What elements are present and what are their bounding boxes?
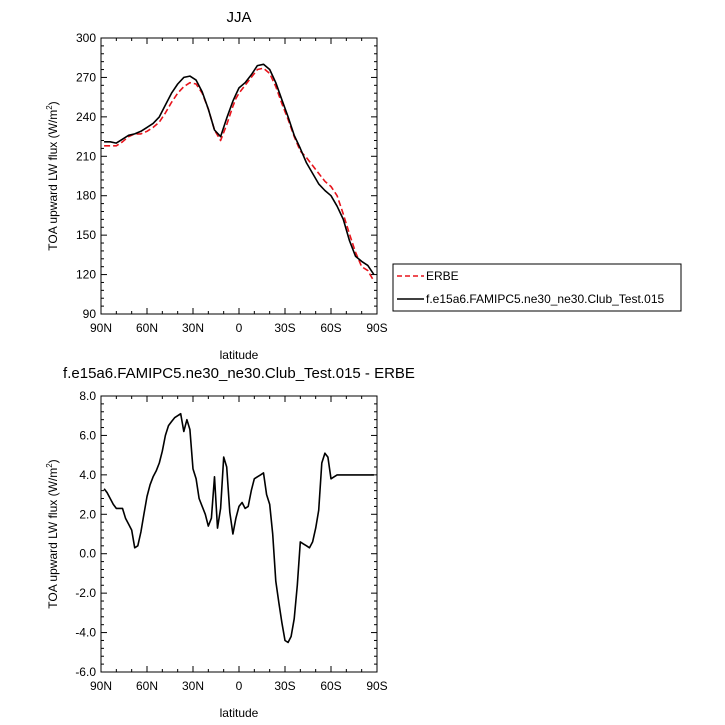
bottom-axis-ticks: 90N 60N 30N 0 30S 60S 90S -6.0 -4.0 -2.0 0.0 2.0 4.0… — [75, 389, 387, 693]
bottom-series-lines — [103, 412, 374, 644]
top-y-tick-label: 240 — [76, 110, 96, 124]
top-y-tick-label: 210 — [76, 149, 96, 163]
bottom-y-tick-label: -6.0 — [75, 665, 96, 679]
bottom-x-tick-label: 90S — [366, 679, 387, 693]
top-x-tick-label: 30S — [274, 321, 295, 335]
top-y-axis-label: TOA upward LW flux (W/m2) — [45, 101, 60, 250]
bottom-y-axis-label: TOA upward LW flux (W/m2) — [45, 459, 60, 608]
top-series-line-erbe — [104, 67, 375, 282]
bottom-y-tick-label: 4.0 — [79, 468, 96, 482]
bottom-title: f.e15a6.FAMIPC5.ne30_ne30.Club_Test.015 … — [63, 365, 415, 382]
top-y-tick-label: 120 — [76, 268, 96, 282]
top-x-tick-label: 90N — [90, 321, 112, 335]
bottom-y-tick-label: -4.0 — [75, 626, 96, 640]
top-axis-ticks: 90N 60N 30N 0 30S 60S 90S 90 120 150 180 210 240 270 3… — [76, 31, 388, 335]
top-x-axis-label: latitude — [220, 348, 259, 362]
top-y-tick-label: 90 — [83, 307, 97, 321]
top-plot-frame — [100, 37, 378, 315]
bottom-x-tick-label: 0 — [236, 679, 243, 693]
top-title: JJA — [226, 9, 251, 26]
legend-box — [392, 263, 682, 312]
top-series-lines — [104, 63, 375, 282]
top-y-tick-label: 180 — [76, 189, 96, 203]
top-x-tick-label: 60N — [136, 321, 158, 335]
legend-erbe-label: ERBE — [426, 269, 459, 283]
bottom-x-tick-label: 30S — [274, 679, 295, 693]
bottom-y-tick-label: 0.0 — [79, 547, 96, 561]
top-y-tick-label: 300 — [76, 31, 96, 45]
bottom-x-tick-label: 60S — [320, 679, 341, 693]
bottom-plot-frame — [100, 395, 378, 673]
bottom-x-tick-label: 30N — [182, 679, 204, 693]
bottom-y-tick-label: 6.0 — [79, 428, 96, 442]
legend-model-label: f.e15a6.FAMIPC5.ne30_ne30.Club_Test.015 — [426, 292, 664, 306]
bottom-panel: f.e15a6.FAMIPC5.ne30_ne30.Club_Test.015 … — [45, 365, 415, 720]
top-x-tick-label: 60S — [320, 321, 341, 335]
bottom-y-tick-label: 8.0 — [79, 389, 96, 403]
bottom-x-tick-label: 60N — [136, 679, 158, 693]
bottom-y-tick-label: -2.0 — [75, 586, 96, 600]
top-series-line-model — [104, 63, 375, 276]
bottom-y-tick-label: 2.0 — [79, 507, 96, 521]
top-panel: JJA 90N 60N 30N 0 30S 60S 90S 90 120 150 180 210 240… — [45, 9, 682, 362]
top-x-tick-label: 0 — [236, 321, 243, 335]
bottom-x-axis-label: latitude — [220, 706, 259, 720]
top-x-tick-label: 30N — [182, 321, 204, 335]
top-y-tick-label: 270 — [76, 70, 96, 84]
top-y-tick-label: 150 — [76, 228, 96, 242]
bottom-x-tick-label: 90N — [90, 679, 112, 693]
legend: ERBE f.e15a6.FAMIPC5.ne30_ne30.Club_Test… — [392, 263, 682, 312]
bottom-series-line-difference — [103, 412, 374, 644]
top-x-tick-label: 90S — [366, 321, 387, 335]
